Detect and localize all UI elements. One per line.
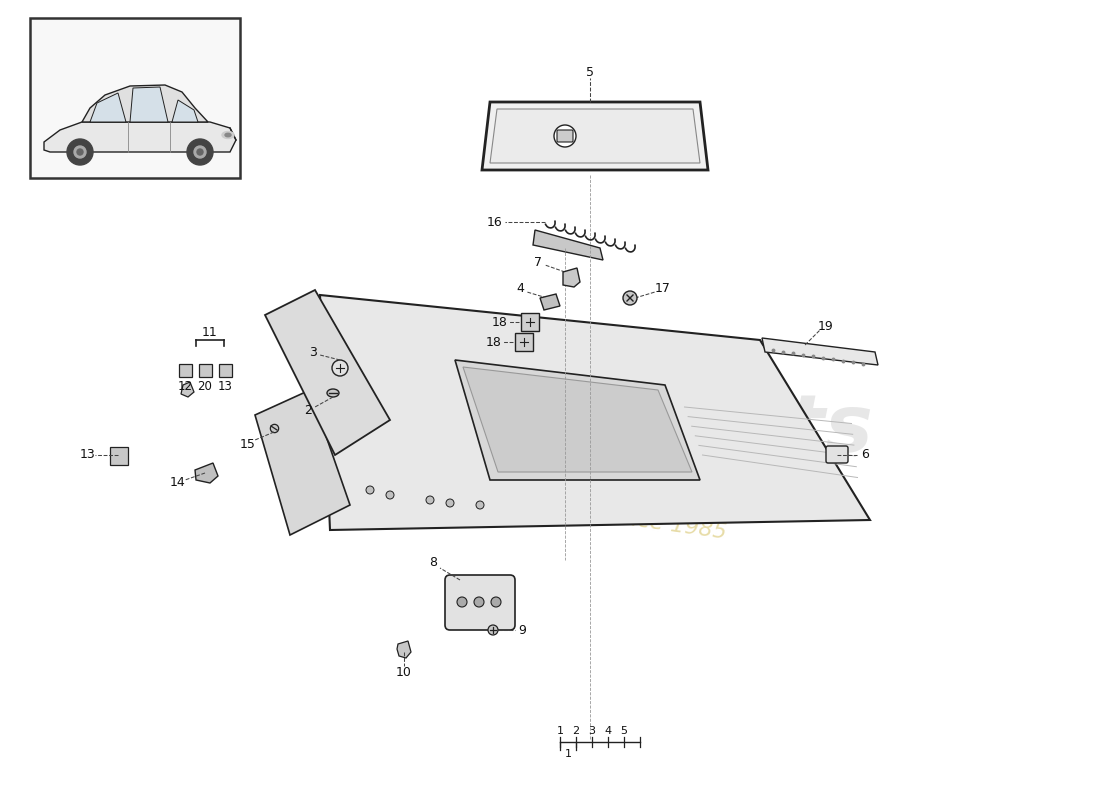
FancyBboxPatch shape (198, 363, 211, 377)
Circle shape (623, 291, 637, 305)
Text: eurocarparts: eurocarparts (287, 391, 873, 469)
Text: 9: 9 (518, 623, 526, 637)
Bar (30, 18, 240, 178)
Polygon shape (255, 390, 350, 535)
Polygon shape (320, 295, 870, 530)
FancyBboxPatch shape (826, 446, 848, 463)
Polygon shape (534, 230, 603, 260)
Polygon shape (44, 122, 236, 152)
Polygon shape (172, 100, 198, 122)
Text: a passion for parts since 1985: a passion for parts since 1985 (392, 477, 728, 543)
Polygon shape (482, 102, 708, 170)
FancyBboxPatch shape (110, 446, 128, 465)
Polygon shape (397, 641, 411, 658)
Ellipse shape (327, 389, 339, 397)
Text: 12: 12 (177, 379, 192, 393)
FancyBboxPatch shape (515, 333, 534, 351)
Polygon shape (90, 93, 126, 122)
Text: 17: 17 (656, 282, 671, 295)
Text: 8: 8 (429, 557, 437, 570)
Text: 1: 1 (564, 749, 572, 759)
Polygon shape (463, 367, 692, 472)
FancyBboxPatch shape (178, 363, 191, 377)
Text: 1: 1 (557, 726, 563, 736)
Circle shape (74, 146, 86, 158)
Text: 5: 5 (620, 726, 627, 736)
Polygon shape (762, 338, 878, 365)
Text: 10: 10 (396, 666, 411, 678)
Polygon shape (195, 463, 218, 483)
Circle shape (476, 501, 484, 509)
FancyBboxPatch shape (521, 313, 539, 331)
Text: 11: 11 (202, 326, 218, 338)
Text: 13: 13 (80, 449, 96, 462)
Text: 13: 13 (218, 379, 232, 393)
Text: 4: 4 (604, 726, 612, 736)
Circle shape (77, 149, 82, 155)
Text: 2: 2 (304, 405, 312, 418)
Polygon shape (455, 360, 700, 480)
Circle shape (456, 597, 468, 607)
Text: 5: 5 (586, 66, 594, 78)
Circle shape (187, 139, 213, 165)
Ellipse shape (222, 131, 234, 138)
Circle shape (426, 496, 434, 504)
Text: 3: 3 (309, 346, 317, 358)
Circle shape (332, 360, 348, 376)
Circle shape (488, 625, 498, 635)
Text: 20: 20 (198, 379, 212, 393)
Text: 18: 18 (492, 315, 508, 329)
Circle shape (366, 486, 374, 494)
Circle shape (491, 597, 501, 607)
Text: 16: 16 (487, 215, 503, 229)
Text: 15: 15 (240, 438, 256, 450)
FancyBboxPatch shape (219, 363, 231, 377)
Text: 3: 3 (588, 726, 595, 736)
Circle shape (197, 149, 204, 155)
Polygon shape (182, 382, 194, 397)
Ellipse shape (226, 134, 231, 137)
Circle shape (386, 491, 394, 499)
FancyBboxPatch shape (446, 575, 515, 630)
Text: 4: 4 (516, 282, 524, 294)
Polygon shape (490, 109, 700, 163)
Polygon shape (130, 87, 168, 122)
Polygon shape (563, 268, 580, 287)
Polygon shape (82, 85, 208, 122)
Text: 19: 19 (818, 319, 834, 333)
Polygon shape (265, 290, 390, 455)
Circle shape (474, 597, 484, 607)
Circle shape (554, 125, 576, 147)
Polygon shape (540, 294, 560, 310)
Circle shape (446, 499, 454, 507)
Circle shape (67, 139, 94, 165)
Circle shape (194, 146, 206, 158)
Text: 18: 18 (486, 335, 502, 349)
Text: 2: 2 (572, 726, 580, 736)
Text: 7: 7 (534, 255, 542, 269)
Text: 6: 6 (861, 449, 869, 462)
Text: 14: 14 (170, 477, 186, 490)
FancyBboxPatch shape (557, 130, 573, 142)
